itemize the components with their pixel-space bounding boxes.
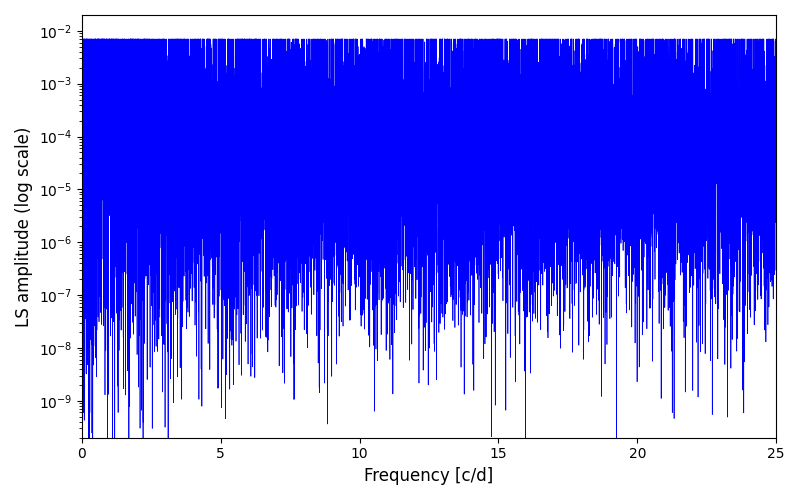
X-axis label: Frequency [c/d]: Frequency [c/d] — [364, 467, 494, 485]
Y-axis label: LS amplitude (log scale): LS amplitude (log scale) — [15, 126, 33, 326]
